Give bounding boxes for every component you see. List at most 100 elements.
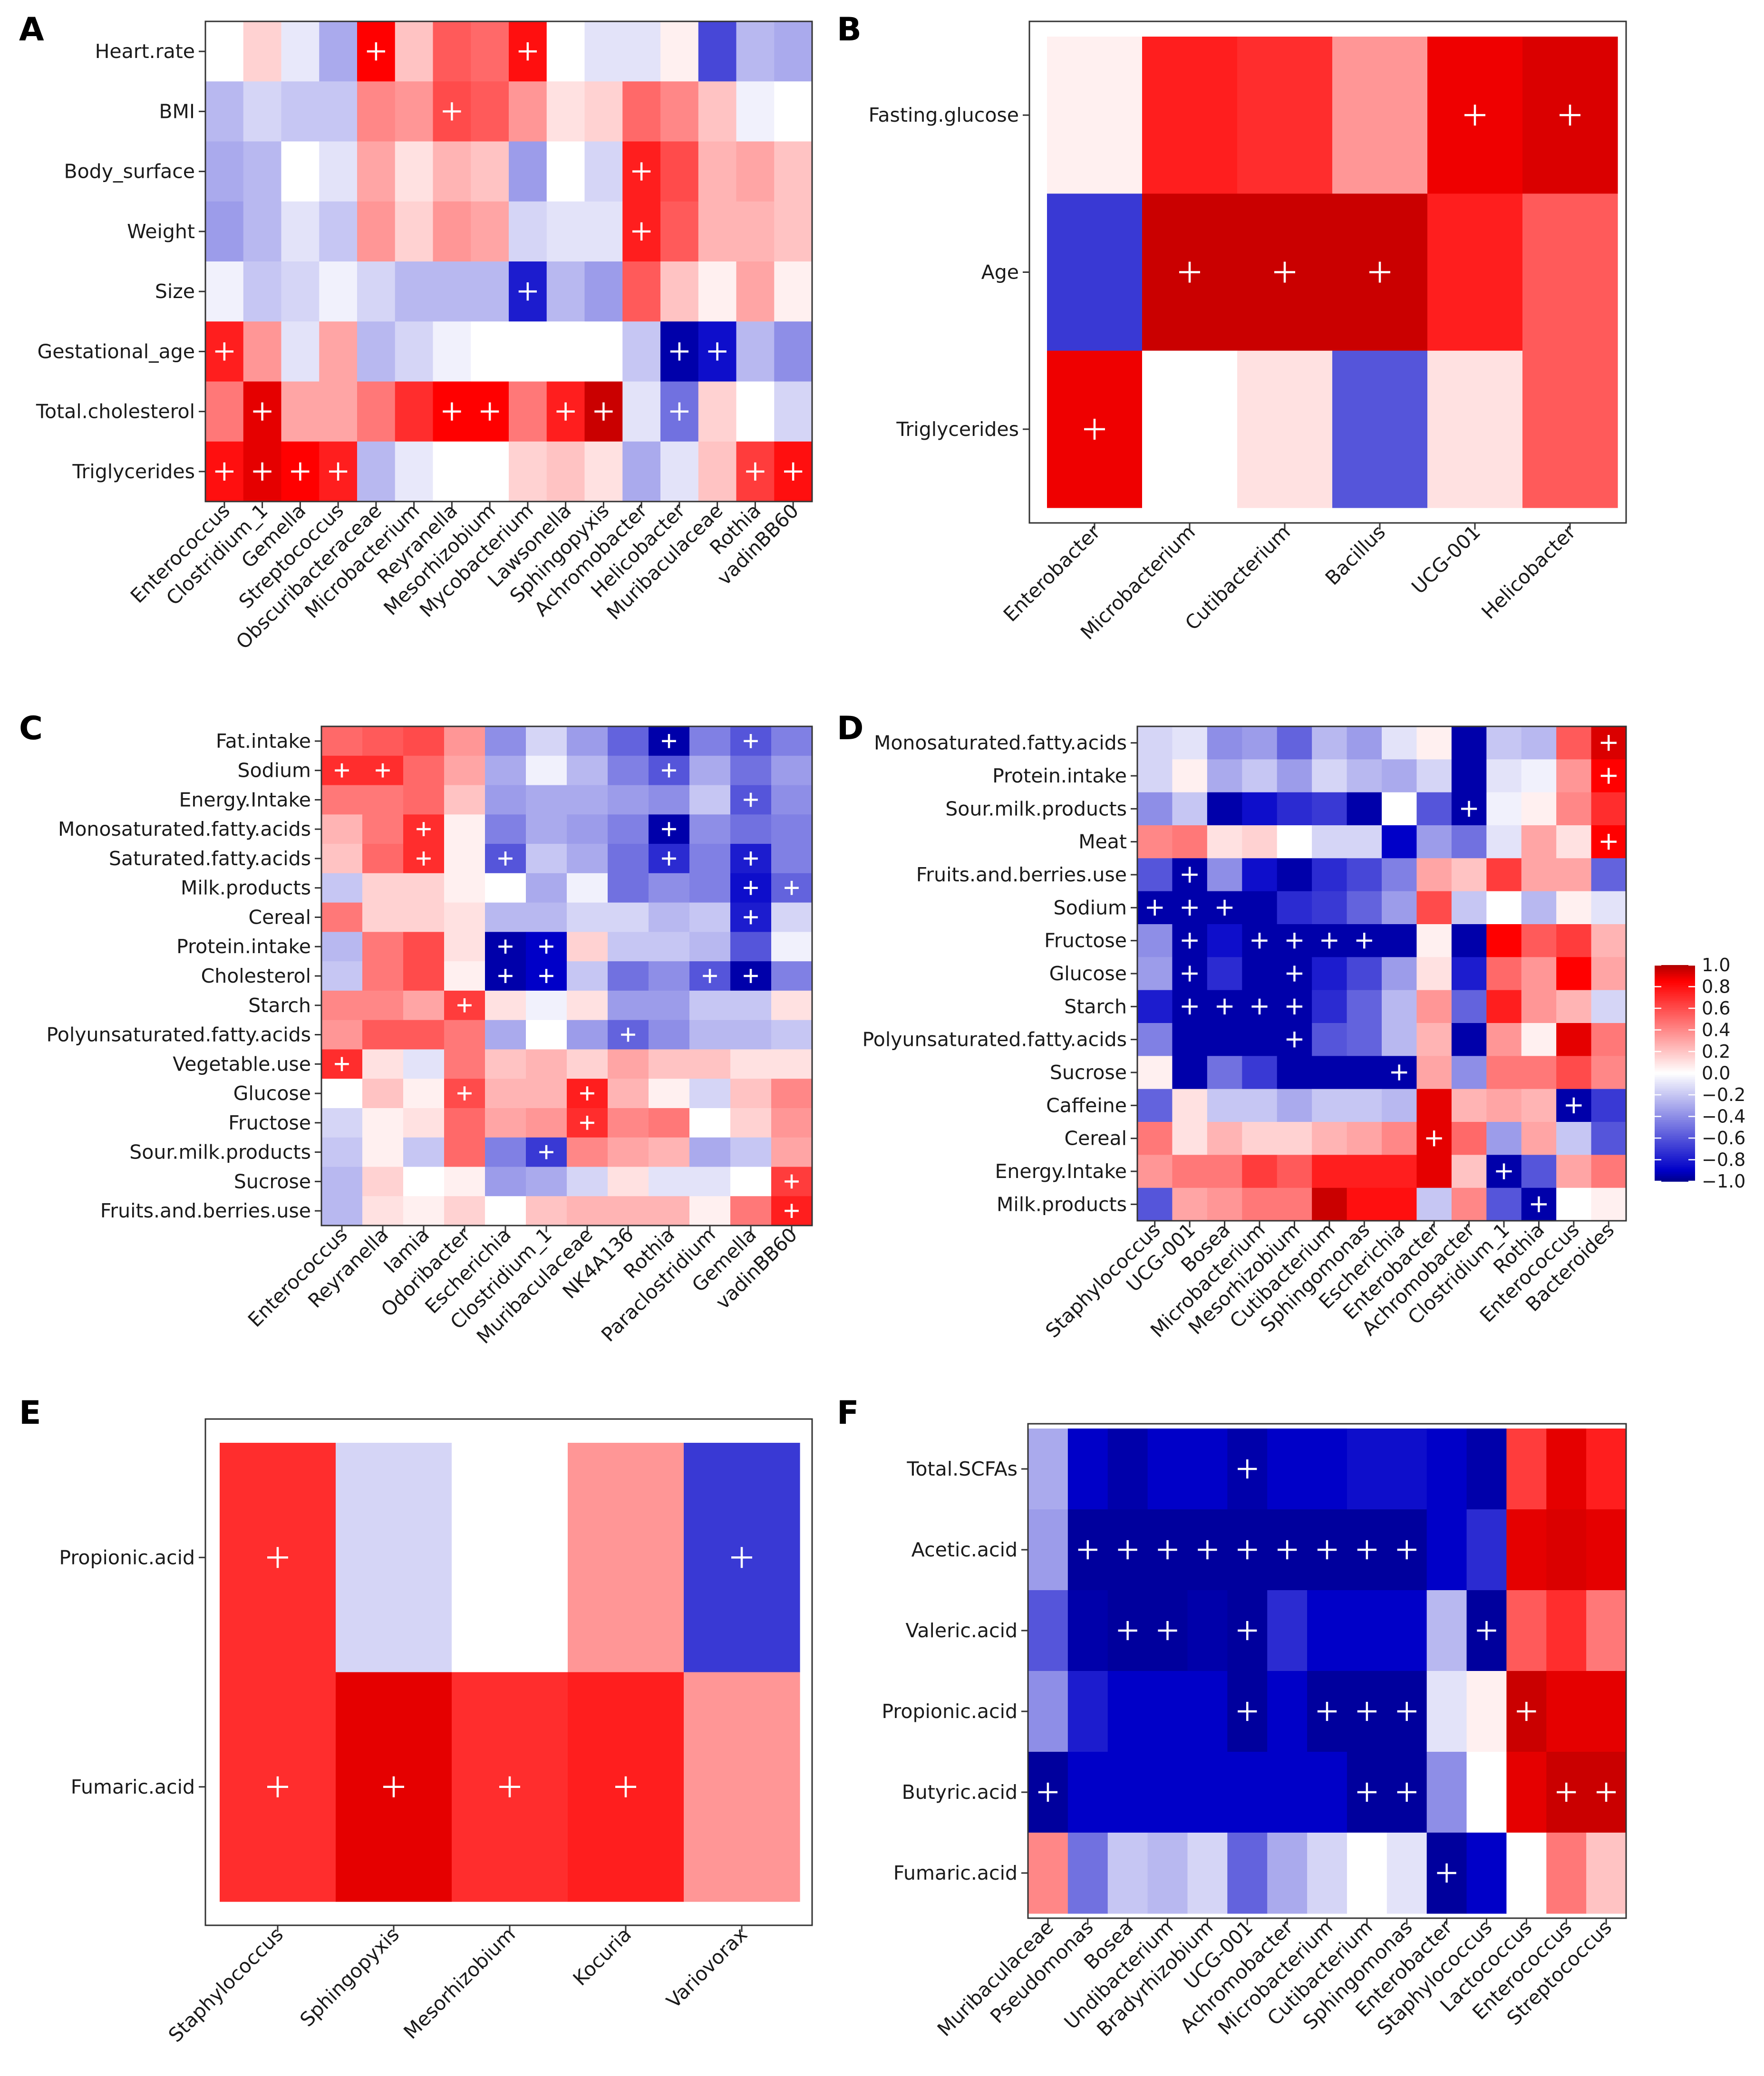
y-tick-label: Starch [1064, 995, 1127, 1018]
heatmap-cell-sucrose-rothia [1521, 1056, 1557, 1090]
y-tick-label: Sucrose [1050, 1061, 1127, 1084]
heatmap-cell-starch-muribaculaceae [567, 990, 608, 1021]
panel-border [204, 20, 813, 502]
heatmap-cell-total-scfas-bradyrhizobium [1187, 1429, 1228, 1510]
heatmap-cell-monosaturated-fatty-acids-bosea [1207, 726, 1242, 760]
heatmap-cell-fumaric-acid-achromobacter [1267, 1833, 1308, 1914]
heatmap-cell-size-streptococcus [319, 261, 358, 322]
heatmap-cell-total-scfas-sphingomonas [1386, 1429, 1427, 1510]
significance-plus-valeric-acid-undibacterium [1158, 1621, 1177, 1641]
heatmap-cell-milk-products-sphingomonas [1347, 1188, 1382, 1221]
heatmap-cell-sucrose-ucg-001 [1172, 1056, 1208, 1090]
y-tick-label: Sucrose [234, 1170, 311, 1193]
heatmap-cell-propionic-acid-muribaculaceae [1028, 1671, 1068, 1752]
heatmap-cell-heart-rate-clostridium-1 [243, 21, 282, 82]
heatmap-cell-sucrose-bacteroides [1591, 1056, 1627, 1090]
heatmap-cell-saturated-fatty-acids-enterococcus [321, 844, 363, 874]
significance-plus-heart-rate-obscuribacteraceae [367, 42, 386, 61]
heatmap-cell-protein-intake-vadinbb60 [771, 932, 813, 962]
y-tick-label: Vegetable.use [173, 1052, 311, 1075]
significance-plus-triglycerides-enterococcus [215, 462, 234, 481]
heatmap-cell-fruits-and-berries-use-enterococcus [321, 1196, 363, 1226]
legend-tick-label: −0.6 [1702, 1128, 1745, 1149]
y-tick-label: Weight [127, 220, 195, 243]
significance-plus-fumaric-acid-enterobacter [1437, 1863, 1456, 1883]
heatmap-cell-monosaturated-fatty-acids-ucg-001 [1172, 726, 1208, 760]
heatmap-cell-gestational-age-lawsonella [546, 321, 585, 382]
heatmap-cell-fumaric-acid-undibacterium [1147, 1833, 1188, 1914]
heatmap-cell-fructose-escherichia [1382, 924, 1417, 957]
heatmap-cell-body-surface-helicobacter [660, 141, 699, 202]
heatmap-cell-sucrose-bosea [1207, 1056, 1242, 1090]
significance-plus-cholesterol-clostridium-1 [539, 969, 553, 983]
heatmap-cell-body-surface-streptococcus [319, 141, 358, 202]
heatmap-cell-sour-milk-products-vadinbb60 [771, 1137, 813, 1168]
heatmap-cell-caffeine-cutibacterium [1312, 1089, 1347, 1122]
heatmap-cell-size-reyranella [433, 261, 471, 322]
heatmap-cell-starch-sphingomonas [1347, 990, 1382, 1024]
heatmap-cell-starch-bacteroides [1591, 990, 1627, 1024]
heatmap-cell-cholesterol-reyranella [362, 961, 404, 991]
heatmap-cell-glucose-reyranella [362, 1079, 404, 1109]
heatmap-cell-energy-intake-iamia [403, 785, 445, 815]
significance-plus-fat-intake-gemella [744, 734, 758, 748]
heatmap-cell-propionic-acid-bosea [1107, 1671, 1148, 1752]
heatmap-cell-cereal-cutibacterium [1312, 1122, 1347, 1155]
significance-plus-meat-bacteroides [1600, 834, 1617, 850]
heatmap-cell-fructose-clostridium-1 [1486, 924, 1522, 957]
heatmap-cell-meat-rothia [1521, 825, 1557, 859]
heatmap-cell-fructose-bacteroides [1591, 924, 1627, 957]
significance-plus-triglycerides-clostridium-1 [253, 462, 271, 481]
heatmap-cell-energy-intake-rothia [649, 785, 690, 815]
heatmap-cell-caffeine-microbacterium [1242, 1089, 1278, 1122]
heatmap-cell-saturated-fatty-acids-nk4a136 [608, 844, 649, 874]
heatmap-cell-body-surface-lawsonella [546, 141, 585, 202]
heatmap-cell-energy-intake-reyranella [362, 785, 404, 815]
heatmap-cell-milk-products-reyranella [362, 873, 404, 903]
heatmap-cell-triglycerides-helicobacter [1522, 350, 1618, 508]
heatmap-cell-sour-milk-products-sphingomonas [1347, 792, 1382, 826]
heatmap-cell-fat-intake-vadinbb60 [771, 726, 813, 756]
heatmap-cell-sodium-rothia [1521, 891, 1557, 925]
significance-plus-saturated-fatty-acids-escherichia [498, 851, 513, 866]
significance-plus-fructose-mesorhizobium [1286, 933, 1303, 949]
heatmap-cell-weight-mesorhizobium [471, 201, 509, 262]
heatmap-cell-body-surface-microbacterium [395, 141, 434, 202]
heatmap-cell-starch-enterococcus [1556, 990, 1592, 1024]
heatmap-cell-fat-intake-muribaculaceae [567, 726, 608, 756]
heatmap-cell-sodium-enterococcus [1556, 891, 1592, 925]
heatmap-cell-fruits-and-berries-use-enterobacter [1416, 858, 1452, 892]
heatmap-cell-sour-milk-products-reyranella [362, 1137, 404, 1168]
heatmap-cell-fasting-glucose-bacillus [1332, 37, 1428, 194]
heatmap-cell-cereal-rothia [1521, 1122, 1557, 1155]
heatmap-cell-monosaturated-fatty-acids-nk4a136 [608, 814, 649, 844]
significance-plus-fumaric-acid-staphylococcus [267, 1776, 288, 1797]
heatmap-cell-glucose-escherichia [485, 1079, 526, 1109]
significance-plus-monosaturated-fatty-acids-bacteroides [1600, 735, 1617, 751]
significance-plus-triglycerides-gemella [291, 462, 310, 481]
significance-plus-heart-rate-mycobacterium [518, 42, 537, 61]
y-tick-label: Cereal [1064, 1127, 1127, 1150]
heatmap-cell-glucose-iamia [403, 1079, 445, 1109]
heatmap-cell-vegetable-use-paraclostridium [689, 1049, 731, 1079]
y-tick-label: Fumaric.acid [893, 1862, 1018, 1884]
significance-plus-acetic-acid-sphingomonas [1397, 1540, 1416, 1560]
heatmap-cell-meat-microbacterium [1242, 825, 1278, 859]
heatmap-cell-polyunsaturated-fatty-acids-microbacterium [1242, 1023, 1278, 1056]
significance-plus-protein-intake-bacteroides [1600, 768, 1617, 784]
y-tick-label: Butyric.acid [902, 1781, 1018, 1804]
heatmap-cell-starch-enterococcus [321, 990, 363, 1021]
heatmap-cell-butyric-acid-bradyrhizobium [1187, 1752, 1228, 1833]
heatmap-cell-milk-products-iamia [403, 873, 445, 903]
heatmap-cell-propionic-acid-staphylococcus [1466, 1671, 1507, 1752]
legend-tick-label: 0.6 [1702, 998, 1730, 1019]
heatmap-cell-valeric-acid-pseudomonas [1067, 1590, 1108, 1671]
heatmap-cell-sour-milk-products-iamia [403, 1137, 445, 1168]
heatmap-cell-protein-intake-escherichia [1382, 759, 1417, 793]
heatmap-cell-monosaturated-fatty-acids-enterobacter [1416, 726, 1452, 760]
heatmap-cell-fruits-and-berries-use-sphingomonas [1347, 858, 1382, 892]
heatmap-cell-sucrose-achromobacter [1451, 1056, 1487, 1090]
heatmap-cell-energy-intake-vadinbb60 [771, 785, 813, 815]
significance-plus-energy-intake-gemella [744, 792, 758, 807]
